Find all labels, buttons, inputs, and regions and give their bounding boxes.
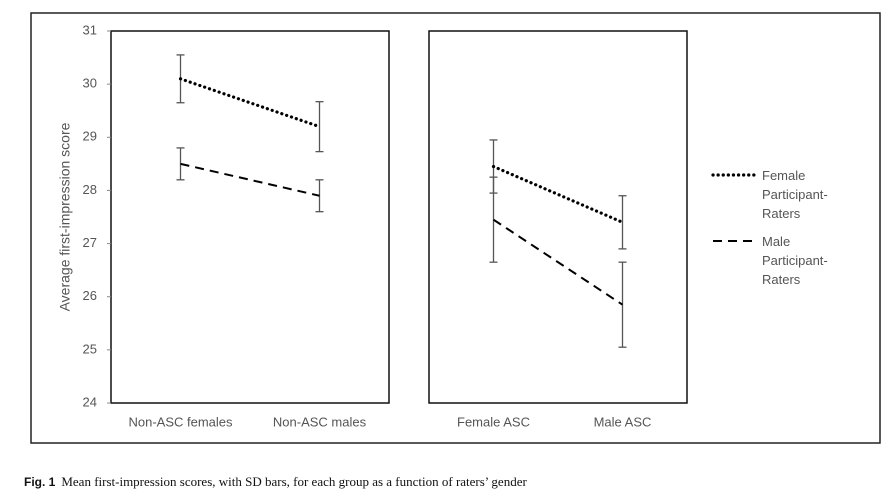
y-axis-label: Average first-impression score <box>57 122 73 311</box>
error-bar <box>489 176 498 263</box>
error-bar <box>315 101 324 153</box>
y-tick-label: 26 <box>83 288 97 303</box>
x-tick-label: Non-ASC males <box>273 414 367 429</box>
y-tick-label: 28 <box>83 182 97 197</box>
chart-frame <box>30 12 881 444</box>
error-bar <box>618 261 627 348</box>
panel-frame <box>428 30 688 404</box>
chart: Average first-impression score 24 25 26 27 2… <box>30 12 881 444</box>
legend-label: Male Participant-Raters <box>762 234 828 287</box>
y-tick-label: 25 <box>83 341 97 356</box>
y-tick-label: 27 <box>83 235 97 250</box>
series-line <box>491 164 625 224</box>
series-line <box>180 162 320 197</box>
y-tick-label: 30 <box>83 76 97 91</box>
x-tick-label: Female ASC <box>457 414 530 429</box>
series-line <box>178 77 322 129</box>
y-tick-label: 29 <box>83 129 97 144</box>
legend-label: Female Participant-Raters <box>762 168 828 221</box>
y-tick-label: 24 <box>83 394 97 409</box>
x-tick-label: Non-ASC females <box>128 414 233 429</box>
series-line <box>492 218 624 306</box>
caption-label: Fig. 1 <box>24 475 56 489</box>
panel-frame <box>110 30 390 404</box>
caption: Fig. 1 Mean first-impression scores, with… <box>24 474 527 490</box>
y-tick-label: 31 <box>83 22 97 37</box>
caption-text: Mean first-impression scores, with SD ba… <box>61 474 527 489</box>
x-tick-label: Male ASC <box>594 414 652 429</box>
error-bar <box>618 195 627 250</box>
